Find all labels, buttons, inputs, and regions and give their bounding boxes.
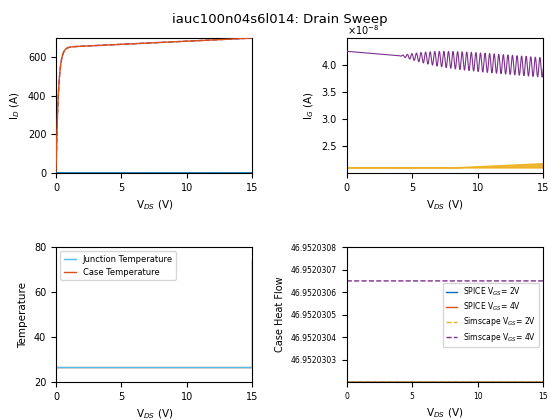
SPICE V$_{GS}$= 2V [343, 380, 350, 385]
Simscape V$_{GS}$= 2V [498, 380, 505, 385]
Simscape V$_{GS}$= 2V [353, 380, 360, 385]
Legend: Junction Temperature, Case Temperature: Junction Temperature, Case Temperature [60, 251, 176, 280]
SPICE V$_{GS}$= 2V [534, 380, 541, 385]
Simscape V$_{GS}$= 4V [353, 278, 360, 284]
Line: Case Temperature: Case Temperature [56, 261, 253, 368]
SPICE V$_{GS}$= 2V [353, 380, 360, 385]
Text: $\times10^{-8}$: $\times10^{-8}$ [347, 23, 379, 37]
Y-axis label: I$_G$ (A): I$_G$ (A) [302, 91, 316, 120]
Simscape V$_{GS}$= 2V [439, 380, 446, 385]
SPICE V$_{GS}$= 4V [439, 380, 446, 385]
SPICE V$_{GS}$= 4V [353, 380, 360, 385]
Simscape V$_{GS}$= 2V [534, 380, 541, 385]
Junction Temperature [249, 365, 256, 370]
Case Temperature [171, 365, 178, 370]
Junction Temperature [63, 365, 69, 370]
SPICE V$_{GS}$= 2V [498, 380, 505, 385]
SPICE V$_{GS}$= 4V [498, 380, 505, 385]
Case Temperature [53, 365, 59, 370]
Case Temperature [249, 258, 256, 263]
SPICE V$_{GS}$= 4V [540, 380, 547, 385]
SPICE V$_{GS}$= 4V [534, 380, 541, 385]
SPICE V$_{GS}$= 4V [534, 380, 541, 385]
X-axis label: V$_{DS}$ (V): V$_{DS}$ (V) [426, 198, 464, 212]
Simscape V$_{GS}$= 4V [439, 278, 446, 284]
Y-axis label: Case Heat Flow: Case Heat Flow [276, 277, 286, 352]
SPICE V$_{GS}$= 4V [433, 380, 440, 385]
Simscape V$_{GS}$= 2V [433, 380, 440, 385]
X-axis label: V$_{DS}$ (V): V$_{DS}$ (V) [136, 198, 173, 212]
Case Temperature [125, 365, 132, 370]
Junction Temperature [148, 365, 155, 370]
Simscape V$_{GS}$= 4V [540, 278, 547, 284]
Simscape V$_{GS}$= 4V [498, 278, 505, 284]
SPICE V$_{GS}$= 2V [540, 380, 547, 385]
Junction Temperature [207, 365, 214, 370]
SPICE V$_{GS}$= 4V [343, 380, 350, 385]
Legend: SPICE V$_{GS}$= 2V, SPICE V$_{GS}$= 4V, Simscape V$_{GS}$= 2V, Simscape V$_{GS}$: SPICE V$_{GS}$= 2V, SPICE V$_{GS}$= 4V, … [442, 283, 539, 346]
Case Temperature [214, 365, 221, 370]
X-axis label: V$_{DS}$ (V): V$_{DS}$ (V) [136, 407, 173, 420]
Junction Temperature [244, 365, 250, 370]
Case Temperature [57, 365, 64, 370]
X-axis label: V$_{DS}$ (V): V$_{DS}$ (V) [426, 407, 464, 420]
Case Temperature [70, 365, 77, 370]
Junction Temperature [53, 365, 59, 370]
Simscape V$_{GS}$= 4V [433, 278, 440, 284]
Y-axis label: I$_D$ (A): I$_D$ (A) [8, 91, 22, 120]
SPICE V$_{GS}$= 2V [439, 380, 446, 385]
Simscape V$_{GS}$= 2V [540, 380, 547, 385]
Simscape V$_{GS}$= 2V [343, 380, 350, 385]
Simscape V$_{GS}$= 4V [534, 278, 541, 284]
Simscape V$_{GS}$= 4V [343, 278, 350, 284]
Junction Temperature [243, 365, 250, 370]
SPICE V$_{GS}$= 2V [534, 380, 541, 385]
Simscape V$_{GS}$= 2V [534, 380, 541, 385]
Simscape V$_{GS}$= 4V [534, 278, 541, 284]
Y-axis label: Temperature: Temperature [18, 282, 29, 348]
SPICE V$_{GS}$= 2V [433, 380, 440, 385]
Text: iauc100n04s6l014: Drain Sweep: iauc100n04s6l014: Drain Sweep [172, 13, 388, 26]
Junction Temperature [143, 365, 150, 370]
Case Temperature [63, 365, 70, 370]
